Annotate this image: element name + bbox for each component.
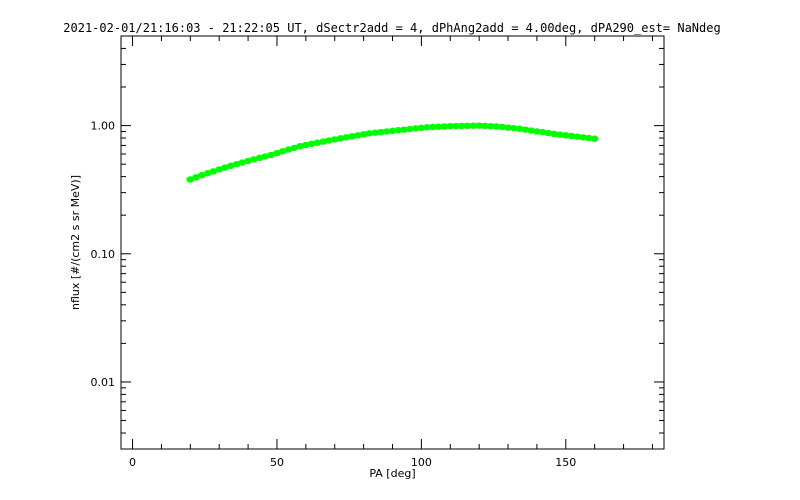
x-tick-label: 100 [411, 456, 432, 469]
y-tick-label: 0.10 [91, 248, 116, 261]
data-point [556, 131, 564, 138]
data-point [394, 127, 403, 134]
data-point [284, 146, 293, 153]
data-point [232, 160, 241, 168]
chart-title: 2021-02-01/21:16:03 - 21:22:05 UT, dSect… [63, 21, 720, 35]
data-point [255, 154, 264, 162]
x-tick-label: 50 [270, 456, 284, 469]
data-point [273, 149, 281, 157]
data-point [238, 159, 247, 166]
data-point [533, 128, 541, 135]
data-point [481, 122, 489, 130]
x-tick-label: 150 [555, 456, 576, 469]
data-point [429, 123, 437, 131]
data-point [590, 135, 599, 142]
data-point [498, 123, 507, 131]
data-point [198, 172, 206, 179]
data-point [463, 122, 472, 130]
data-point [417, 124, 426, 132]
data-point [290, 144, 299, 152]
data-point [319, 138, 327, 145]
x-tick-label: 0 [129, 456, 136, 469]
data-point [510, 124, 518, 132]
data-point [302, 141, 310, 149]
data-point [313, 139, 322, 146]
data-point [278, 148, 287, 155]
data-point [354, 132, 362, 139]
y-axis: 0.01 0.10 1.00 [91, 35, 664, 450]
data-point [561, 132, 570, 139]
data-point [215, 166, 224, 173]
data-point [388, 127, 397, 135]
data-point [342, 134, 351, 141]
data-point [458, 122, 466, 130]
data-point [336, 135, 345, 142]
data-point [550, 130, 559, 138]
data-point [348, 133, 356, 140]
data-point [365, 130, 374, 137]
data-point [434, 123, 443, 130]
y-tick-label: 1.00 [91, 120, 116, 133]
data-point [307, 140, 316, 148]
data-point [203, 170, 212, 177]
data-point [573, 133, 582, 140]
data-point [440, 123, 449, 130]
plot-frame [120, 35, 665, 450]
data-point [244, 157, 252, 165]
data-point [446, 122, 455, 130]
data-point [296, 143, 304, 150]
data-point [452, 122, 460, 130]
data-point [423, 124, 431, 131]
data-point [411, 125, 420, 132]
data-point [209, 168, 218, 175]
data-point [475, 122, 483, 129]
data-point [521, 126, 530, 133]
data-point [486, 122, 495, 130]
data-point [406, 125, 414, 133]
data-point [226, 162, 235, 170]
data-point [544, 129, 553, 137]
data-point [585, 134, 593, 142]
data-point [538, 128, 547, 136]
data-point [579, 134, 587, 141]
y-axis-label: nflux [#/(cm2 s sr MeV)] [69, 175, 82, 310]
y-tick-label: 0.01 [91, 376, 116, 389]
data-point [330, 136, 339, 143]
data-point [492, 123, 501, 130]
data-series [186, 122, 599, 183]
data-point [267, 151, 275, 159]
data-point [359, 131, 368, 138]
data-point [504, 124, 512, 131]
data-point [250, 156, 258, 163]
data-point [567, 132, 576, 140]
x-axis-label: PA [deg] [369, 467, 415, 480]
data-point [377, 128, 385, 136]
data-point [371, 129, 379, 136]
data-point [400, 126, 408, 133]
x-axis: 0 50 100 150 [129, 36, 653, 469]
data-point [261, 153, 270, 160]
data-point [325, 137, 333, 144]
data-point [527, 127, 535, 134]
data-point [186, 176, 195, 183]
data-point [382, 128, 391, 135]
data-point [469, 122, 478, 129]
data-point [221, 164, 229, 171]
data-point [192, 174, 200, 181]
data-point [515, 125, 524, 132]
